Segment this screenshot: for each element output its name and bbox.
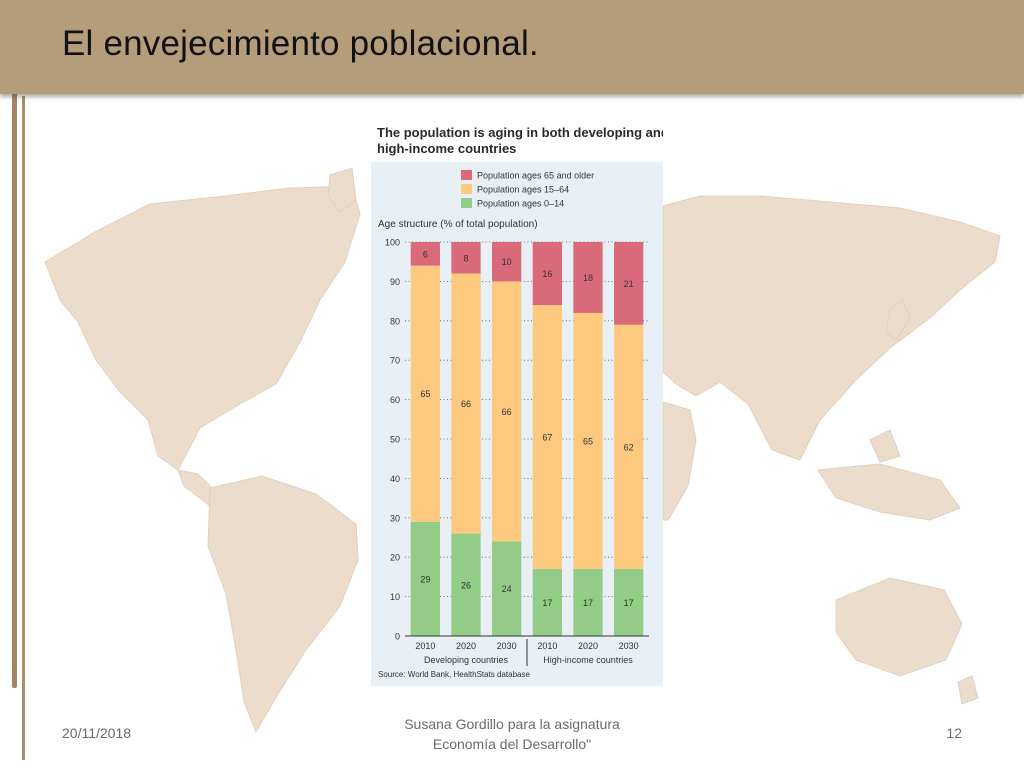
data-label: 17 — [542, 598, 552, 608]
x-tick-label: 2030 — [619, 641, 639, 651]
x-group-label: High-income countries — [543, 655, 633, 665]
chart-figure: The population is aging in both developi… — [371, 118, 663, 686]
data-label: 24 — [502, 584, 512, 594]
y-tick-label: 80 — [390, 316, 400, 326]
data-label: 10 — [502, 257, 512, 267]
data-label: 29 — [420, 574, 430, 584]
data-label: 62 — [624, 442, 634, 452]
data-label: 6 — [423, 249, 428, 259]
data-label: 17 — [583, 598, 593, 608]
bar-segment — [451, 533, 481, 636]
data-label: 16 — [542, 269, 552, 279]
data-label: 26 — [461, 580, 471, 590]
data-label: 66 — [502, 407, 512, 417]
data-label: 67 — [542, 433, 552, 443]
bar-segment — [410, 242, 440, 266]
footer-date: 20/11/2018 — [62, 725, 132, 741]
bar-segment — [532, 569, 562, 636]
chart-source: Source: World Bank, HealthStats database — [378, 670, 530, 679]
chart-legend: Population ages 65 and older Population a… — [461, 170, 594, 209]
x-tick-label: 2010 — [537, 641, 557, 651]
y-tick-label: 70 — [390, 356, 400, 366]
bar-segment — [451, 242, 481, 274]
legend-swatch — [461, 170, 472, 180]
data-label: 65 — [583, 436, 593, 446]
y-tick-label: 20 — [390, 553, 400, 563]
x-tick-label: 2020 — [578, 641, 598, 651]
bar-segment — [614, 242, 644, 325]
slide-title: El envejecimiento poblacional. — [62, 24, 539, 63]
legend-swatch — [461, 184, 472, 194]
y-tick-label: 100 — [385, 238, 400, 248]
bar-segment — [492, 281, 522, 542]
legend-swatch — [461, 198, 472, 208]
footer-author: Susana Gordillo para la asignatura Econo… — [362, 714, 662, 754]
bar-segment — [532, 242, 562, 306]
legend-label: Population ages 65 and older — [477, 171, 594, 181]
bar-segment — [573, 242, 603, 313]
left-decorative-rail — [12, 42, 17, 688]
footer-author-line2: Economía del Desarrollo" — [432, 736, 592, 752]
data-label: 21 — [624, 279, 634, 289]
data-label: 17 — [624, 598, 634, 608]
bar-segment — [614, 324, 644, 570]
y-tick-label: 90 — [390, 277, 400, 287]
data-label: 18 — [583, 273, 593, 283]
bar-segment — [573, 569, 603, 636]
x-group-label: Developing countries — [424, 655, 509, 665]
title-bar: El envejecimiento poblacional. — [0, 0, 1024, 94]
x-tick-label: 2010 — [415, 641, 435, 651]
data-label: 65 — [420, 389, 430, 399]
chart-title-line2: high-income countries — [377, 141, 516, 156]
chart-title-line1: The population is aging in both developi… — [377, 125, 663, 140]
legend-label: Population ages 15–64 — [477, 185, 569, 195]
bar-segment — [492, 541, 522, 636]
left-decorative-line — [22, 96, 25, 760]
y-tick-label: 50 — [390, 435, 400, 445]
bar-segment — [410, 521, 440, 636]
y-tick-label: 0 — [395, 632, 400, 642]
x-tick-label: 2020 — [456, 641, 476, 651]
stacked-bar-chart: The population is aging in both developi… — [371, 125, 663, 686]
x-tick-label: 2030 — [497, 641, 517, 651]
y-tick-label: 40 — [390, 474, 400, 484]
bar-segment — [614, 569, 644, 636]
bar-segment — [573, 312, 603, 570]
bar-segment — [451, 273, 481, 534]
y-axis-label: Age structure (% of total population) — [378, 219, 538, 230]
legend-label: Population ages 0–14 — [477, 199, 564, 209]
data-label: 66 — [461, 399, 471, 409]
bar-segment — [492, 242, 522, 282]
footer-page-number: 12 — [946, 725, 962, 741]
y-tick-label: 10 — [390, 592, 400, 602]
y-tick-label: 60 — [390, 395, 400, 405]
bar-segment — [410, 265, 440, 522]
y-tick-label: 30 — [390, 513, 400, 523]
bar-segment — [532, 305, 562, 570]
footer-author-line1: Susana Gordillo para la asignatura — [404, 716, 620, 732]
data-label: 8 — [463, 253, 468, 263]
